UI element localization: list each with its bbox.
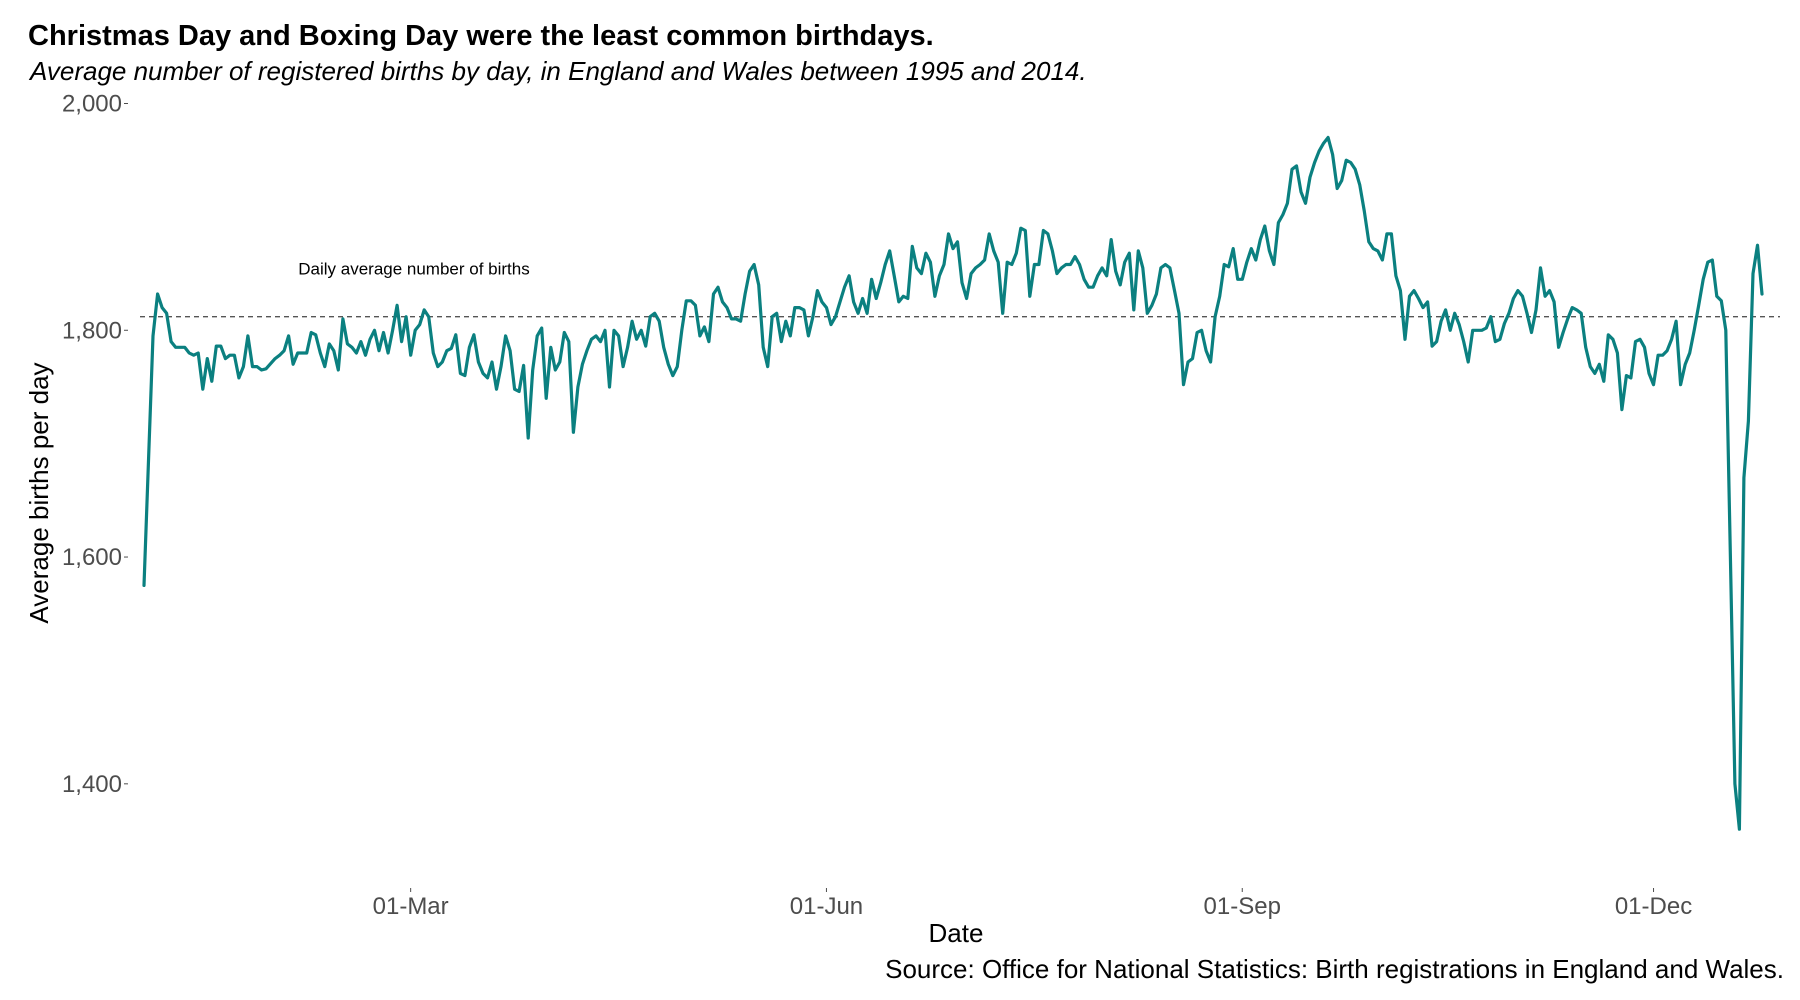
- y-tick-label: 1,600: [62, 544, 122, 571]
- reference-line-label: Daily average number of births: [298, 260, 530, 279]
- x-axis-title: Date: [929, 918, 984, 948]
- chart-title: Christmas Day and Boxing Day were the le…: [28, 20, 934, 52]
- y-axis: 1,400 1,600 1,800 2,000: [62, 91, 128, 798]
- y-axis-title: Average births per day: [24, 362, 54, 623]
- x-tick-label: 01-Dec: [1615, 893, 1692, 920]
- series-line: [142, 135, 1764, 831]
- y-tick-label: 1,400: [62, 771, 122, 798]
- chart-subtitle: Average number of registered births by d…: [30, 56, 1087, 86]
- x-axis: 01-Mar 01-Jun 01-Sep 01-Dec: [373, 888, 1692, 920]
- y-tick-label: 2,000: [62, 91, 122, 118]
- source-note: Source: Office for National Statistics: …: [885, 954, 1784, 984]
- x-tick-label: 01-Mar: [373, 893, 449, 920]
- y-tick-label: 1,800: [62, 317, 122, 344]
- x-tick-label: 01-Sep: [1204, 893, 1281, 920]
- x-tick-label: 01-Jun: [790, 893, 863, 920]
